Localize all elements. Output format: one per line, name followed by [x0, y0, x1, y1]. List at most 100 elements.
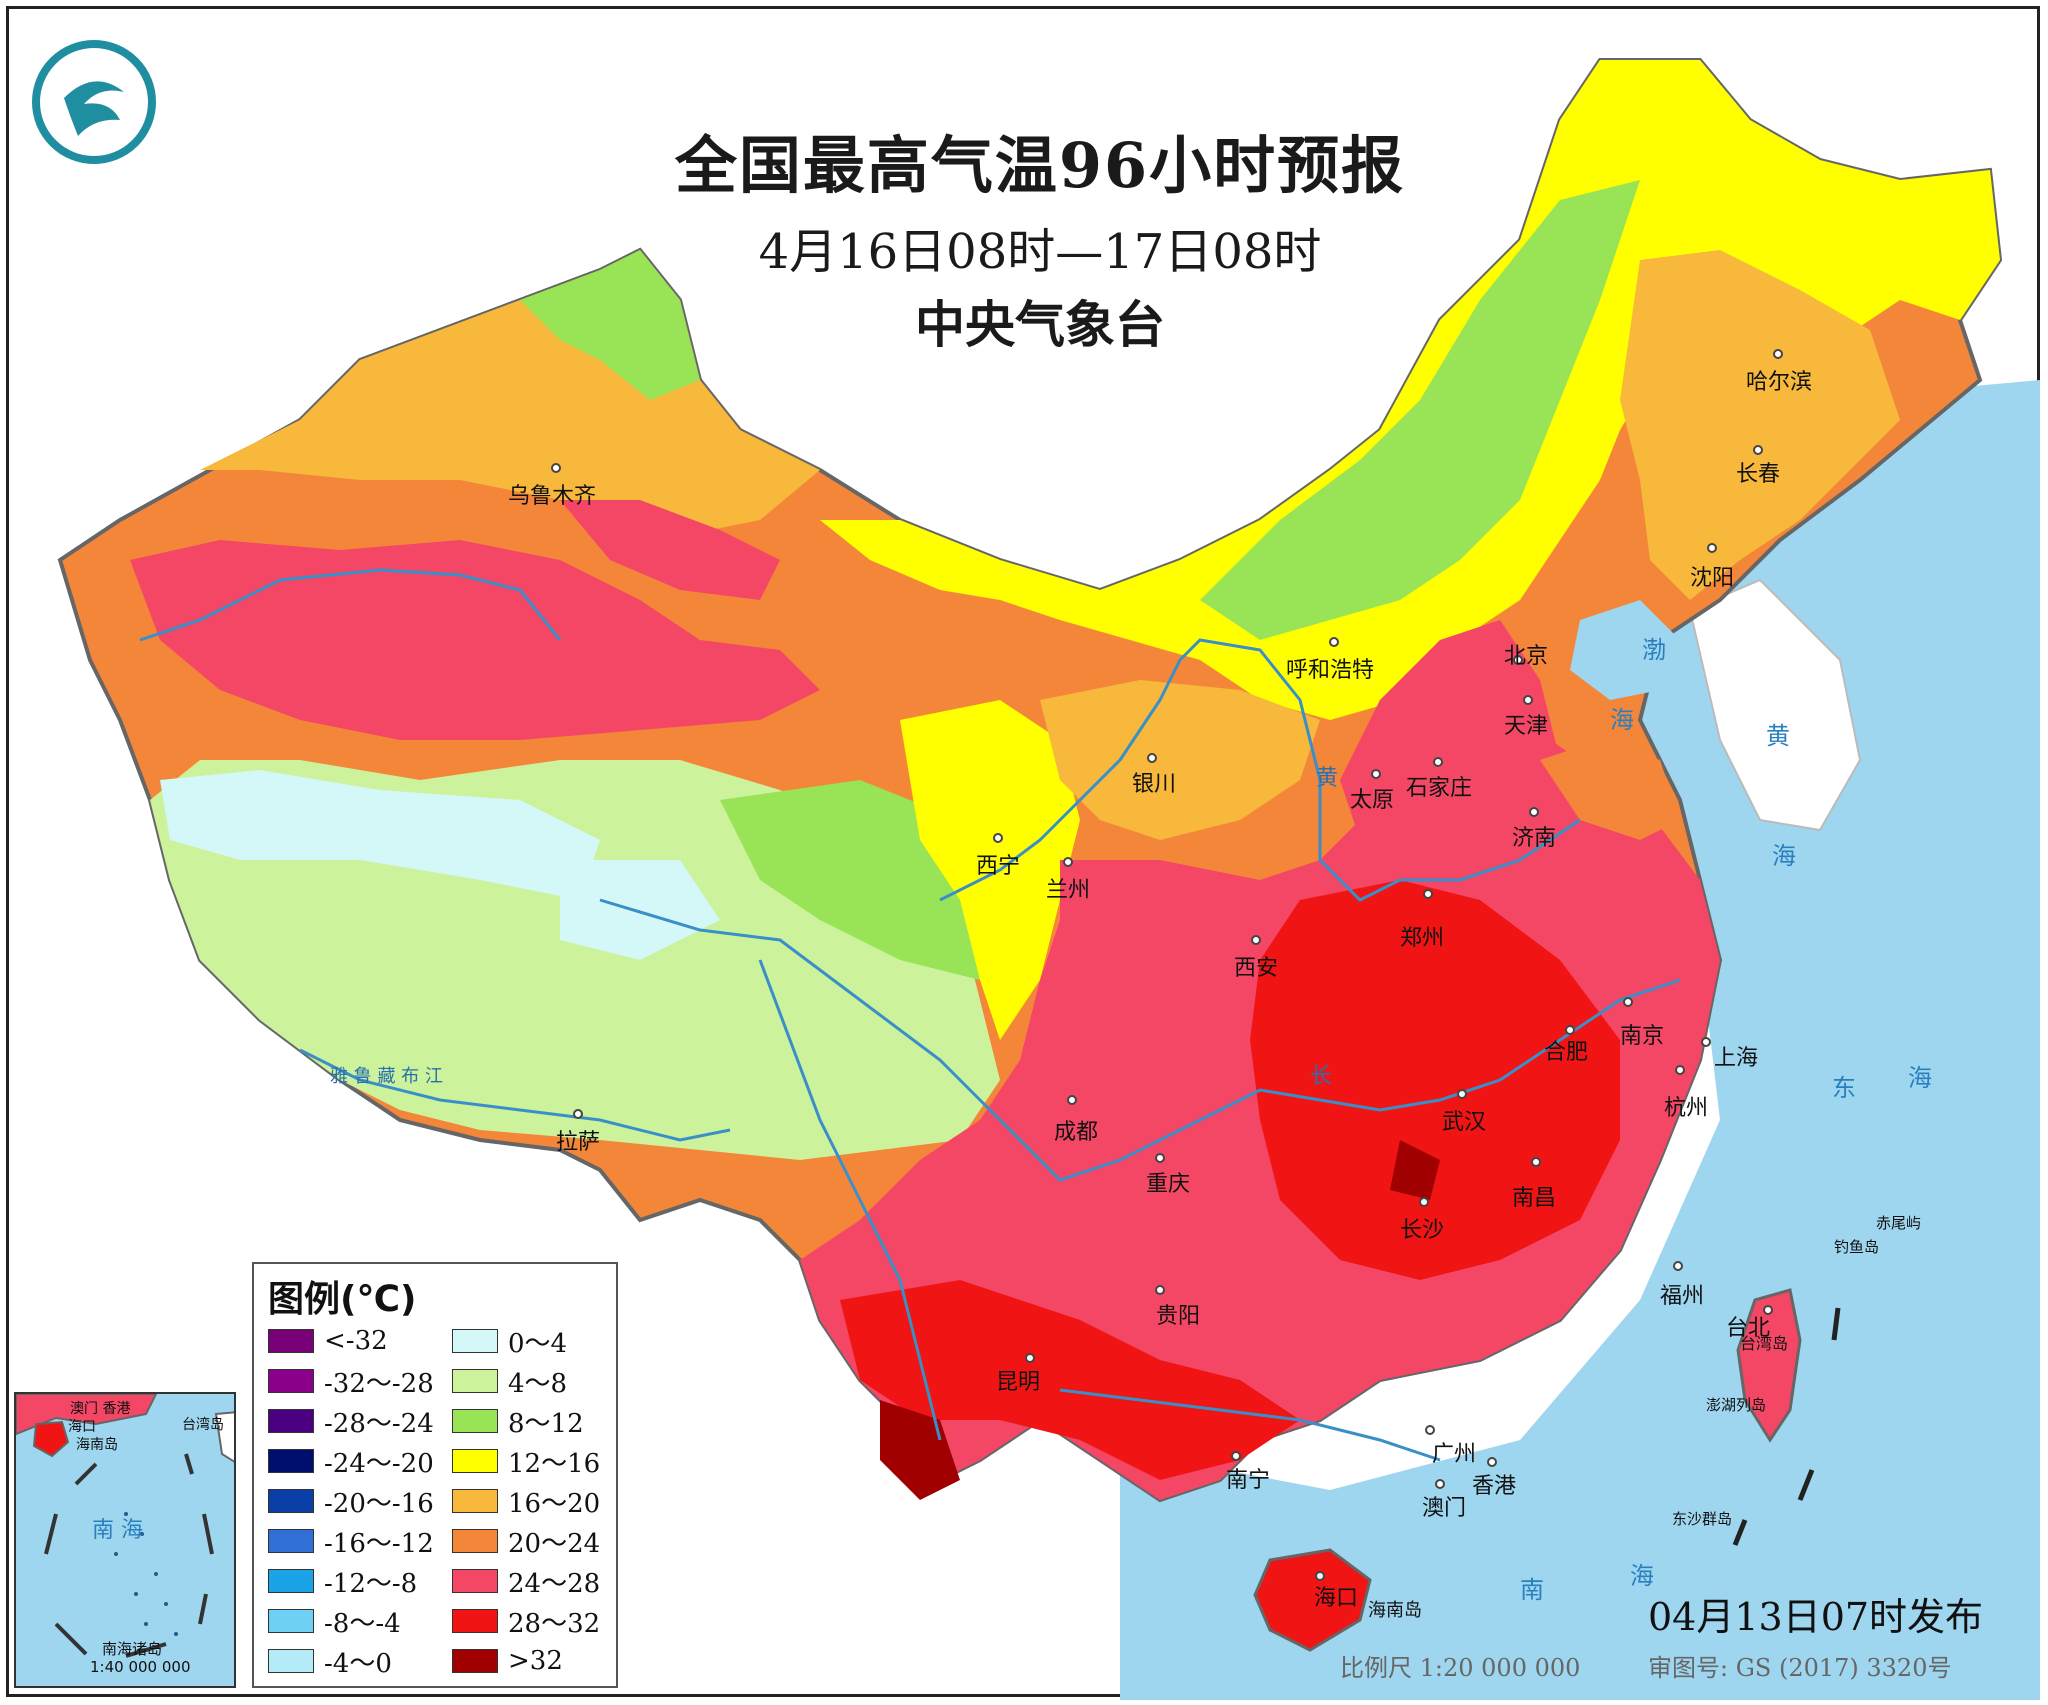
band-8-12-north	[1200, 180, 1640, 640]
legend-item: -32～-28	[268, 1366, 434, 1399]
forecast-period: 4月16日08时—17日08时	[758, 224, 1322, 280]
legend-label: 12～16	[508, 1448, 601, 1479]
city-label: 南京	[1620, 1024, 1665, 1049]
city-label: 长沙	[1400, 1218, 1445, 1243]
band-12-16-northeast	[820, 60, 2000, 720]
legend-label: 4～8	[508, 1368, 568, 1399]
legend-item: 12～16	[452, 1446, 600, 1479]
city-label: 呼和浩特	[1286, 658, 1375, 683]
inset-scale: 1:40 000 000	[90, 1658, 191, 1676]
legend-swatch	[452, 1649, 498, 1673]
river-label-huanghe: 黄	[1316, 766, 1339, 791]
legend-item: -12～-8	[268, 1566, 417, 1599]
city-label: 南宁	[1226, 1468, 1271, 1493]
city-markers	[551, 349, 1783, 1581]
korea-land	[1688, 578, 1862, 832]
legend-item: 4～8	[452, 1366, 567, 1399]
taiwan-island	[1736, 1288, 1802, 1443]
legend-item: 16～20	[452, 1486, 600, 1519]
city-label: 石家庄	[1406, 776, 1473, 801]
inset-label-south-sea: 南 海	[92, 1518, 143, 1543]
island-dashes	[1732, 1307, 1841, 1546]
legend-label: -12～-8	[324, 1568, 418, 1599]
sea-label-bohai: 海	[1610, 706, 1634, 734]
city-label: 沈阳	[1690, 566, 1735, 591]
legend-label: -24～-20	[324, 1448, 434, 1479]
legend-item: -20～-16	[268, 1486, 434, 1519]
band-gt32-yunnan	[880, 1400, 960, 1500]
yellow-river	[939, 638, 1581, 902]
legend-label: -20～-16	[324, 1488, 434, 1519]
legend-swatch	[452, 1529, 498, 1553]
legend-label: 28～32	[508, 1608, 601, 1639]
band-0-4-qinghai	[560, 860, 720, 960]
legend-swatch	[452, 1409, 498, 1433]
city-label: 乌鲁木齐	[508, 484, 597, 509]
legend-label: -8～-4	[324, 1608, 401, 1639]
city-label: 香港	[1472, 1474, 1517, 1499]
legend-item: >32	[452, 1646, 563, 1676]
inset-label-haikou: 海口	[68, 1419, 96, 1435]
legend-item: 0～4	[452, 1326, 567, 1359]
band-16-20-loess	[1040, 680, 1320, 840]
legend-swatch	[268, 1369, 314, 1393]
city-label: 济南	[1512, 826, 1557, 851]
yarlung-river	[299, 1048, 731, 1142]
legend-item: -24～-20	[268, 1446, 434, 1479]
legend-label: 0～4	[508, 1328, 568, 1359]
legend-item: 20～24	[452, 1526, 600, 1559]
legend-swatch	[452, 1609, 498, 1633]
inset-label-taiwan: 台湾岛	[182, 1417, 224, 1433]
island-label-chiwei: 赤尾屿	[1876, 1214, 1922, 1232]
city-label: 成都	[1054, 1120, 1099, 1145]
publish-time: 04月13日07时发布	[1648, 1595, 1984, 1639]
city-label: 澳门	[1422, 1496, 1467, 1521]
legend-item: -28～-24	[268, 1406, 434, 1439]
city-label: 西安	[1234, 956, 1279, 981]
city-label: 福州	[1660, 1284, 1705, 1309]
city-label: 北京	[1504, 644, 1549, 669]
sea-label-yellow: 黄	[1766, 722, 1790, 750]
legend-swatch	[268, 1609, 314, 1633]
legend-label: -28～-24	[324, 1408, 434, 1439]
band-0-4-tibet	[160, 770, 600, 900]
legend-item: <-32	[268, 1326, 388, 1356]
legend-swatch	[268, 1409, 314, 1433]
pearl-river	[1059, 1388, 1441, 1462]
city-label: 重庆	[1146, 1172, 1191, 1197]
legend-item: 24～28	[452, 1566, 600, 1599]
legend-box: 图例(℃) <-32 -32～-28 -28～-24 -24～-20 -20～-16 -1…	[252, 1262, 618, 1688]
city-label: 天津	[1504, 714, 1549, 739]
map-title: 全国最高气温96小时预报	[674, 129, 1406, 202]
tarim-river	[139, 568, 562, 642]
sea-label-yellow: 海	[1772, 842, 1796, 870]
issuer-name: 中央气象台	[915, 296, 1165, 354]
city-label: 杭州	[1664, 1096, 1709, 1121]
legend-label: 16～20	[508, 1488, 601, 1519]
band-24-28-turpan	[560, 500, 780, 600]
legend-item: -4～0	[268, 1646, 392, 1679]
island-label-hainan: 海南岛	[1368, 1600, 1422, 1621]
legend-swatch	[268, 1449, 314, 1473]
sea-label-east: 海	[1908, 1064, 1932, 1092]
legend-item: 28～32	[452, 1606, 600, 1639]
legend-title: 图例(℃)	[268, 1279, 417, 1320]
city-label: 广州	[1432, 1442, 1477, 1467]
island-label-penghu: 澎湖列岛	[1706, 1396, 1767, 1414]
lancang-river	[758, 959, 942, 1441]
island-label-diaoyu: 钓鱼岛	[1834, 1238, 1880, 1256]
review-number: 审图号: GS (2017) 3320号	[1648, 1654, 1952, 1682]
city-label: 西宁	[976, 854, 1021, 879]
legend-swatch	[268, 1569, 314, 1593]
legend-label: <-32	[324, 1326, 388, 1356]
inset-map	[16, 1394, 234, 1658]
band-gt32-hunan	[1390, 1140, 1440, 1200]
band-20-24-shandong	[1540, 740, 1680, 840]
sea-label-east: 东	[1832, 1074, 1856, 1102]
band-16-20-northeast	[1620, 250, 1900, 600]
legend-label: >32	[508, 1646, 563, 1676]
legend-item: -8～-4	[268, 1606, 401, 1639]
island-label-dongsha: 东沙群岛	[1672, 1510, 1733, 1528]
band-24-28-northchina	[1340, 620, 1560, 860]
